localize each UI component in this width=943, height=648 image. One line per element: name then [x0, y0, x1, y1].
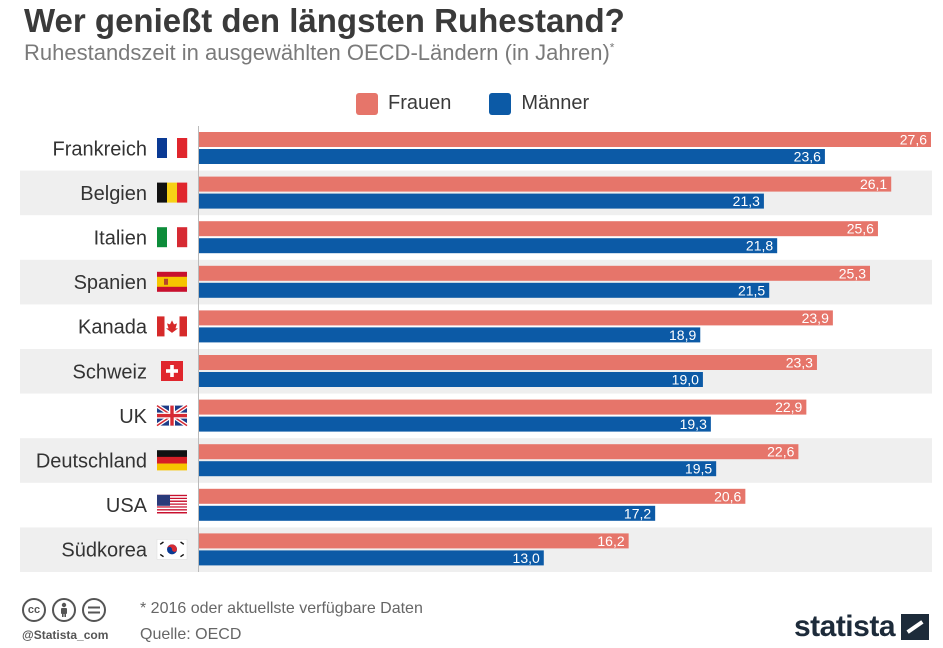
data-label-frauen: 22,6	[767, 444, 794, 460]
bar-frauen	[199, 310, 833, 326]
category-label: Frankreich	[53, 138, 147, 160]
category-label: Südkorea	[61, 540, 147, 562]
legend-item-frauen: Frauen	[356, 92, 451, 115]
bar-frauen	[199, 132, 931, 147]
flag-france-icon	[157, 138, 188, 158]
data-label-frauen: 23,3	[786, 355, 813, 371]
bar-frauen	[199, 399, 807, 415]
footnote: * 2016 oder aktuellste verfügbare Daten	[140, 600, 423, 617]
bar-frauen	[199, 444, 799, 460]
creative-commons-icon: cc	[22, 598, 46, 622]
bar-maenner	[199, 416, 711, 432]
flag-canada-icon	[157, 316, 187, 337]
data-label-maenner: 13,0	[513, 550, 540, 566]
category-label: Schweiz	[73, 361, 147, 383]
bar-maenner	[199, 372, 703, 387]
chart-subtitle: Ruhestandszeit in ausgewählten OECD-Länd…	[24, 40, 614, 66]
statista-handle: @Statista_com	[22, 628, 109, 642]
category-label: Italien	[94, 228, 147, 250]
subtitle-text: Ruhestandszeit in ausgewählten OECD-Länd…	[24, 40, 610, 65]
legend: Frauen Männer	[356, 92, 619, 115]
data-label-frauen: 20,6	[714, 488, 741, 504]
bar-frauen	[199, 488, 746, 504]
bar-maenner	[199, 550, 544, 566]
data-label-frauen: 25,3	[839, 265, 866, 281]
bar-maenner	[199, 282, 770, 298]
bar-maenner	[199, 149, 825, 164]
bar-maenner	[199, 327, 701, 343]
bar-frauen	[199, 355, 817, 370]
category-label: Deutschland	[36, 451, 147, 473]
category-label: UK	[119, 406, 147, 428]
data-label-frauen: 25,6	[847, 221, 874, 237]
attribution-icon	[52, 598, 76, 622]
bar-frauen	[199, 221, 878, 237]
legend-swatch-frauen	[356, 92, 378, 115]
bar-maenner	[199, 461, 717, 477]
data-label-maenner: 21,8	[746, 238, 773, 254]
flag-italy-icon	[157, 227, 188, 248]
source-note: Quelle: OECD	[140, 626, 242, 643]
category-label: Kanada	[78, 317, 148, 339]
category-label: USA	[106, 495, 148, 517]
bar-frauen	[199, 265, 870, 281]
data-label-frauen: 16,2	[597, 533, 624, 549]
legend-item-maenner: Männer	[489, 92, 589, 115]
statista-logo[interactable]: statista	[794, 610, 929, 644]
no-derivatives-icon	[82, 598, 106, 622]
data-label-maenner: 19,3	[680, 416, 707, 432]
data-label-frauen: 23,9	[802, 310, 829, 326]
data-label-maenner: 21,5	[738, 282, 765, 298]
bar-frauen	[199, 176, 892, 192]
bar-maenner	[199, 193, 764, 209]
bar-frauen	[199, 533, 629, 549]
data-label-maenner: 18,9	[669, 327, 696, 343]
flag-south-korea-icon	[156, 539, 188, 560]
data-label-maenner: 19,0	[672, 372, 699, 388]
legend-swatch-maenner	[489, 92, 512, 115]
subtitle-footnote-mark: *	[609, 40, 615, 55]
flag-uk-icon	[155, 403, 189, 428]
license-icons: cc	[22, 598, 106, 622]
bar-chart: Frankreich 27,6 23,6 Belgien 26,1 21,3 Italien…	[20, 126, 932, 572]
data-label-maenner: 19,5	[685, 461, 712, 477]
bar-maenner	[199, 505, 656, 521]
data-label-frauen: 27,6	[900, 132, 927, 148]
category-label: Spanien	[74, 272, 147, 294]
flag-germany-icon	[157, 450, 187, 471]
data-label-maenner: 23,6	[794, 149, 821, 165]
legend-label-maenner: Männer	[521, 92, 590, 114]
bar-maenner	[199, 238, 778, 254]
data-label-frauen: 22,9	[775, 399, 802, 415]
category-label: Belgien	[80, 183, 147, 205]
data-label-maenner: 21,3	[733, 193, 760, 209]
flag-switzerland-icon	[161, 361, 183, 381]
data-label-maenner: 17,2	[624, 505, 651, 521]
chart-title: Wer genießt den längsten Ruhestand?	[24, 2, 625, 39]
flag-belgium-icon	[157, 182, 188, 203]
flag-spain-icon	[157, 271, 187, 292]
data-label-frauen: 26,1	[860, 176, 887, 192]
flag-usa-icon	[157, 494, 187, 514]
statista-wordmark: statista	[793, 610, 896, 643]
statista-mark-icon	[901, 614, 929, 640]
legend-label-frauen: Frauen	[388, 92, 452, 114]
